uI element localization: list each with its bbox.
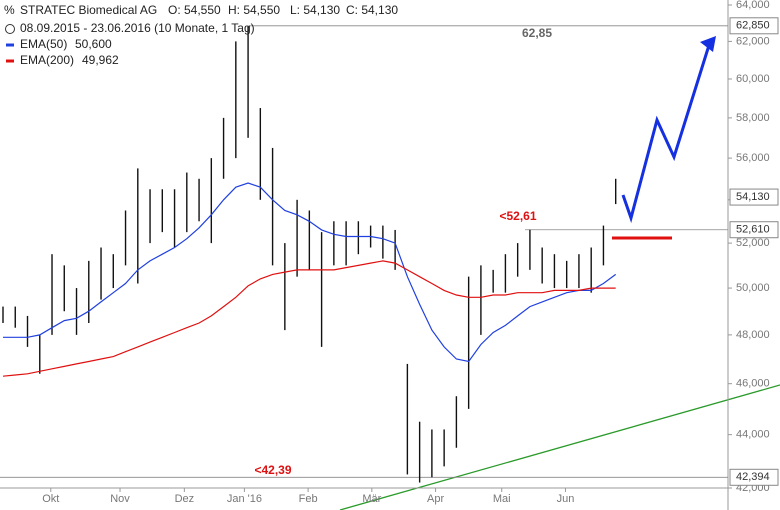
icon: %	[4, 3, 15, 17]
y-tick-label: 60,000	[736, 73, 770, 85]
y-tick-label: 58,000	[736, 112, 770, 124]
annotation: 62,85	[522, 26, 552, 40]
y-tick-label: 48,000	[736, 329, 770, 341]
price-box	[729, 468, 779, 486]
price-label: 42,394	[736, 471, 770, 483]
x-tick-label: Dez	[175, 493, 195, 505]
quote: C: 54,130	[346, 3, 398, 17]
legend-value: 49,962	[82, 53, 119, 67]
header: % STRATEC Biomedical AG O: 54,550 H: 54,…	[4, 3, 398, 35]
price-label: 54,130	[736, 191, 770, 203]
x-tick-label: Jan '16	[227, 493, 262, 505]
y-tick-label: 46,000	[736, 378, 770, 390]
x-tick-label: Nov	[110, 493, 130, 505]
ema-line	[3, 182, 617, 363]
x-tick-label: Mär	[362, 493, 381, 505]
x-tick-label: Apr	[427, 493, 444, 505]
legend-value: 50,600	[75, 37, 112, 51]
quote: L: 54,130	[290, 3, 340, 17]
ema-line	[2, 260, 616, 377]
legend-label: EMA(50)	[20, 37, 67, 51]
y-tick-label: 64,000	[736, 0, 770, 11]
price-label: 52,610	[736, 224, 770, 236]
annotation: <52,61	[499, 209, 536, 223]
y-tick-label: 62,000	[736, 35, 770, 47]
quote: O: 54,550	[168, 3, 221, 17]
chart-title: STRATEC Biomedical AG	[20, 3, 157, 17]
y-tick-label: 50,000	[736, 282, 770, 294]
price-box	[729, 221, 779, 239]
clock-icon	[5, 24, 15, 34]
trend-line	[339, 384, 780, 510]
arrow-head	[700, 36, 716, 52]
price-label: 62,850	[736, 20, 770, 32]
price-box	[729, 17, 779, 35]
price-box	[729, 188, 779, 206]
quote: H: 54,550	[228, 3, 280, 17]
y-tick-label: 52,000	[736, 237, 770, 249]
x-tick-label: Okt	[42, 493, 59, 505]
subtitle: 08.09.2015 - 23.06.2016 (10 Monate, 1 Ta…	[20, 21, 255, 35]
x-tick-label: Jun	[557, 493, 575, 505]
legend-label: EMA(200)	[20, 53, 74, 67]
x-tick-label: Feb	[299, 493, 318, 505]
annotation: <42,39	[254, 463, 291, 477]
x-tick-label: Mai	[493, 493, 511, 505]
y-tick-label: 56,000	[736, 152, 770, 164]
projection-arrow	[621, 41, 712, 224]
y-tick-label: 44,000	[736, 429, 770, 441]
